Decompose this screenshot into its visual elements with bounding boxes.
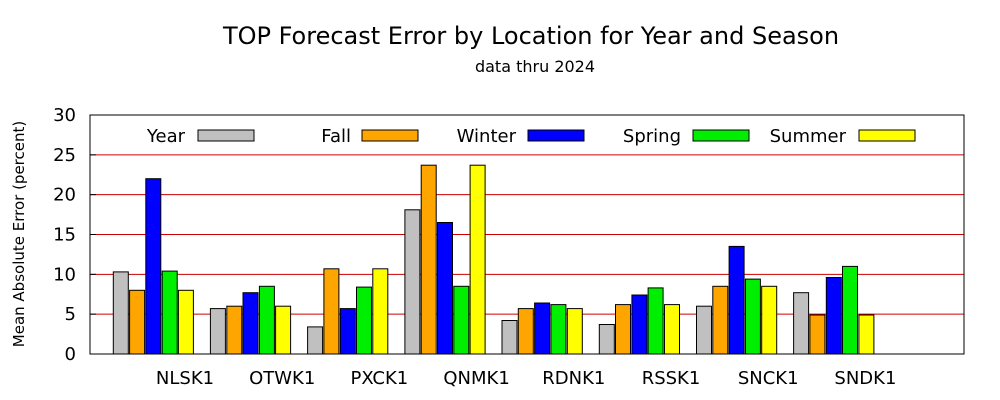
x-tick-label: QNMK1 — [443, 368, 509, 389]
bar-spring-snck1 — [744, 278, 761, 355]
bar-summer-snck1 — [761, 285, 778, 355]
bar-spring-rssk1 — [647, 287, 664, 355]
x-tick-label: SNCK1 — [738, 368, 799, 389]
y-tick-label: 15 — [53, 225, 76, 246]
legend-label-winter: Winter — [457, 126, 517, 147]
x-tick-label: SNDK1 — [834, 368, 896, 389]
x-tick-label: RSSK1 — [642, 368, 701, 389]
bar-year-pxck1 — [307, 326, 324, 355]
legend-label-spring: Spring — [623, 126, 681, 147]
bar-fall-pxck1 — [323, 268, 340, 355]
y-ticks: 0 5 10 15 20 25 30 — [53, 105, 96, 365]
bar-winter-rssk1 — [631, 294, 648, 355]
bar-winter-otwk1 — [242, 292, 259, 355]
x-tick-label: RDNK1 — [542, 368, 605, 389]
bar-fall-otwk1 — [226, 305, 243, 355]
bar-winter-rdnk1 — [534, 302, 551, 355]
bar-winter-sndk1 — [825, 277, 842, 355]
bar-summer-sndk1 — [858, 314, 875, 355]
bar-fall-sndk1 — [809, 314, 826, 355]
bar-year-rdnk1 — [501, 320, 518, 355]
bar-year-sndk1 — [793, 292, 810, 355]
y-tick-label: 30 — [53, 105, 76, 126]
bar-summer-nlsk1 — [177, 289, 194, 355]
legend-swatch-winter — [527, 129, 585, 142]
bar-summer-rdnk1 — [566, 308, 583, 355]
legend-label-summer: Summer — [770, 126, 847, 147]
bar-winter-qnmk1 — [437, 222, 453, 355]
y-axis-label: Mean Absolute Error (percent) — [10, 121, 28, 347]
bar-year-qnmk1 — [404, 209, 421, 355]
x-tick-label: PXCK1 — [351, 368, 409, 389]
legend-swatch-fall — [361, 129, 419, 142]
bar-spring-nlsk1 — [161, 270, 178, 355]
y-tick-label: 25 — [53, 145, 76, 166]
bar-year-snck1 — [696, 305, 712, 355]
bars — [112, 164, 875, 355]
bar-winter-snck1 — [728, 245, 745, 355]
bar-fall-rssk1 — [615, 304, 631, 355]
chart-subtitle: data thru 2024 — [475, 57, 595, 76]
bar-year-otwk1 — [209, 308, 226, 355]
x-tick-label: NLSK1 — [156, 368, 214, 389]
legend-swatch-spring — [692, 129, 750, 142]
legend-label-year: Year — [146, 126, 186, 147]
bar-summer-otwk1 — [275, 305, 292, 355]
bar-fall-snck1 — [712, 285, 729, 355]
bar-summer-pxck1 — [372, 268, 389, 355]
bar-spring-qnmk1 — [453, 285, 470, 355]
bar-fall-rdnk1 — [517, 308, 534, 355]
legend-swatch-year — [197, 129, 255, 142]
bar-winter-nlsk1 — [145, 178, 162, 355]
bar-fall-qnmk1 — [420, 164, 437, 355]
bar-year-nlsk1 — [112, 271, 129, 355]
bar-spring-pxck1 — [356, 286, 372, 355]
bar-year-rssk1 — [598, 324, 615, 355]
bar-spring-sndk1 — [842, 265, 858, 355]
x-tick-label: OTWK1 — [249, 368, 315, 389]
bar-spring-rdnk1 — [550, 304, 567, 355]
bar-fall-nlsk1 — [129, 289, 146, 355]
y-tick-label: 20 — [53, 185, 76, 206]
chart-title: TOP Forecast Error by Location for Year … — [222, 22, 839, 50]
legend-swatch-summer — [858, 129, 916, 142]
bar-winter-pxck1 — [339, 308, 356, 355]
x-ticks: NLSK1 OTWK1 PXCK1 QNMK1 RDNK1 RSSK1 SNCK1 SNDK1 — [156, 368, 897, 389]
y-tick-label: 10 — [53, 264, 76, 285]
grid-lines — [90, 154, 964, 315]
legend: Year Fall Winter Spring Summer — [146, 126, 916, 147]
y-tick-label: 5 — [65, 304, 76, 325]
bar-summer-rssk1 — [664, 304, 680, 355]
y-tick-label: 0 — [65, 344, 76, 365]
bar-spring-otwk1 — [258, 285, 275, 355]
legend-label-fall: Fall — [321, 126, 351, 147]
bar-summer-qnmk1 — [469, 164, 486, 355]
